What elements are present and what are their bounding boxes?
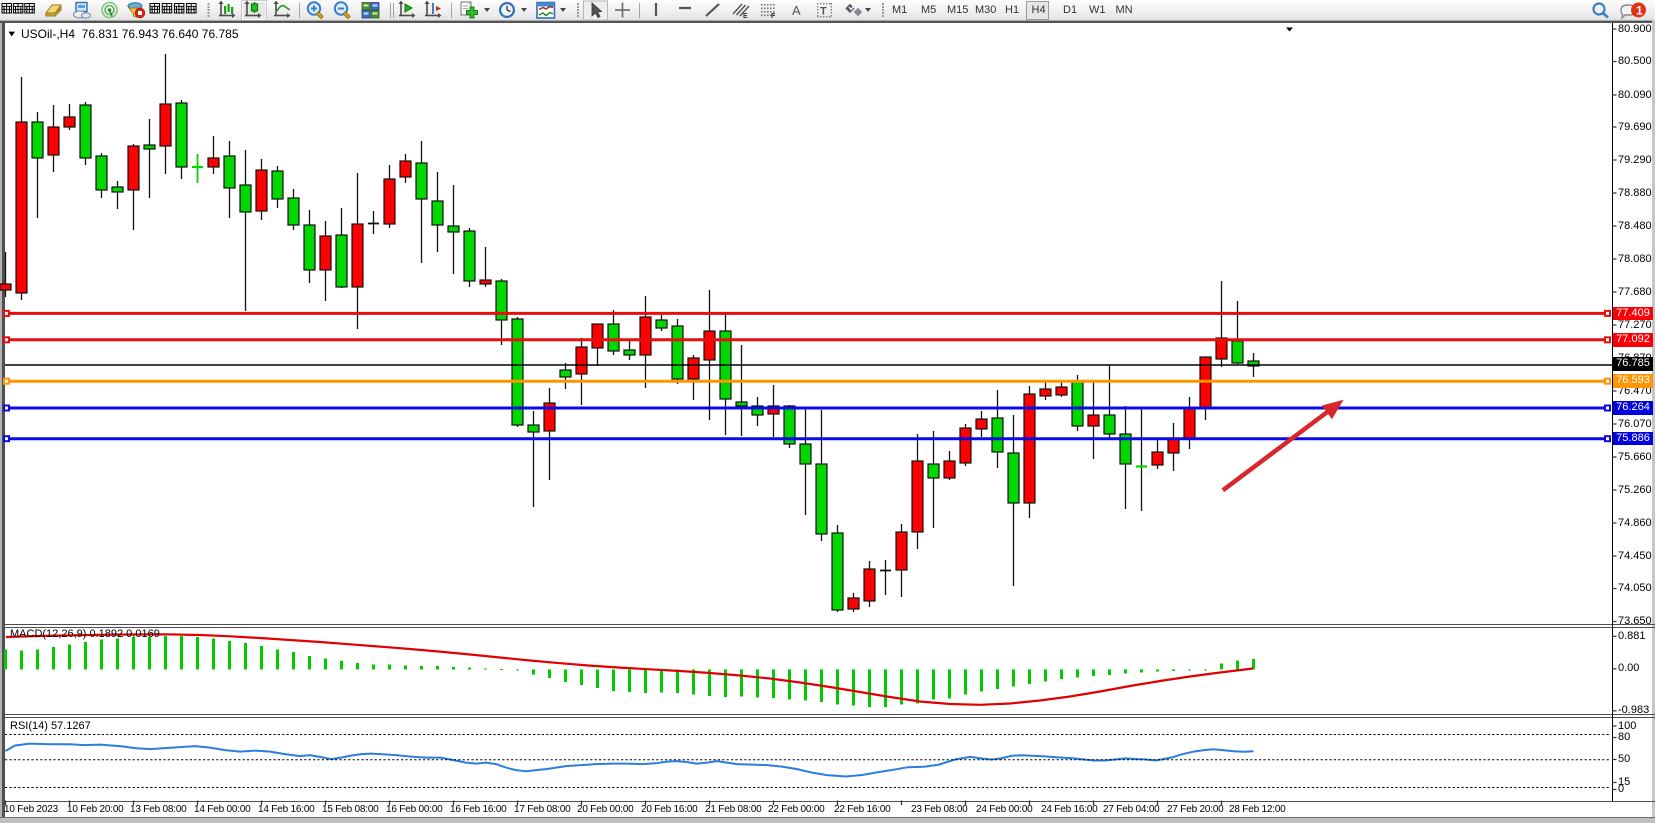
svg-text:E: E (743, 13, 748, 20)
svg-text:F: F (771, 13, 776, 20)
svg-text:1: 1 (1636, 3, 1643, 17)
svg-text:T: T (820, 6, 827, 18)
svg-text:A: A (792, 3, 801, 18)
